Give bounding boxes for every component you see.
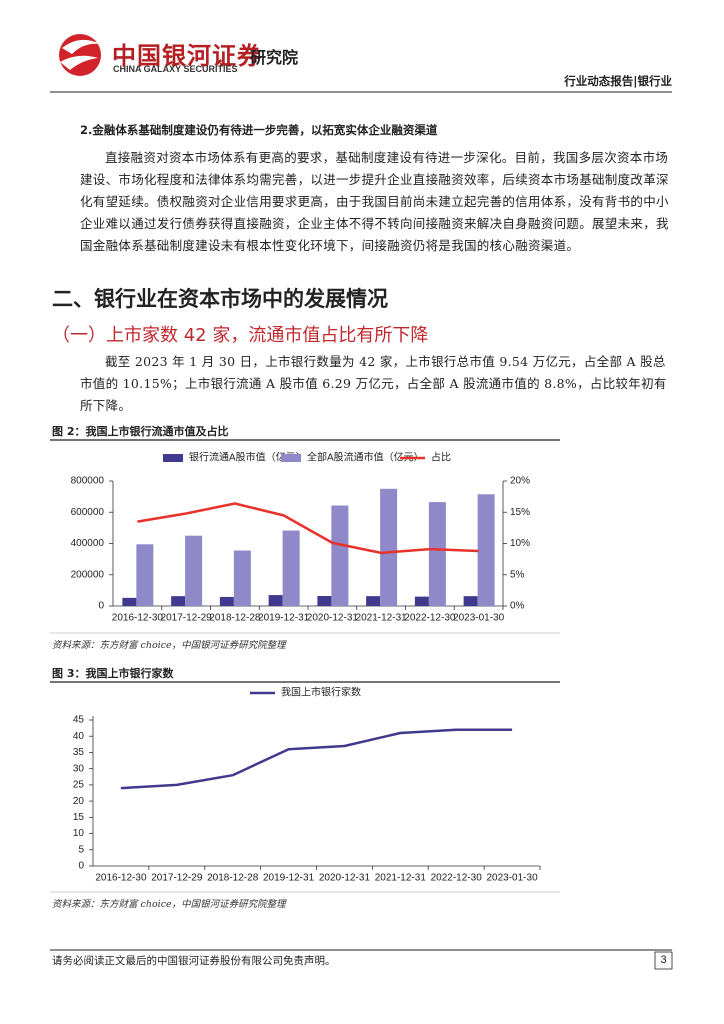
y-tick-label: 45 — [73, 715, 85, 726]
figure-source: 资料来源：东方财富 choice，中国银河证券研究院整理 — [52, 640, 286, 651]
y-tick-label: 800000 — [71, 476, 105, 487]
legend-label: 全部A股流通市值（亿元） — [307, 451, 424, 464]
line — [120, 728, 513, 790]
bar — [136, 544, 154, 606]
legend-label: 银行流通A股市值（亿元） — [189, 451, 306, 464]
bar — [219, 596, 234, 606]
y-tick-label: 0 — [78, 861, 84, 872]
y-tick-label: 10 — [73, 828, 85, 839]
brand-en: CHINA GALAXY SECURITIES — [113, 64, 238, 74]
page-number: 3 — [660, 954, 667, 966]
y2-tick-label: 10% — [510, 538, 530, 549]
bar — [185, 535, 203, 606]
line — [137, 502, 479, 555]
subheading-red: （一）上市家数 42 家，流通市值占比有所下降 — [52, 325, 429, 346]
x-tick-label: 2018-12-28 — [207, 873, 259, 884]
bar — [331, 505, 349, 606]
institute: 研究院 — [250, 48, 299, 67]
y-tick-label: 35 — [73, 747, 85, 758]
x-tick-label: 2019-12-31 — [263, 873, 315, 884]
bar — [282, 530, 300, 606]
y2-tick-label: 0% — [510, 601, 525, 612]
bar — [428, 502, 446, 606]
figure-caption: 图 2：我国上市银行流通市值及占比 — [52, 425, 229, 438]
y-tick-label: 400000 — [71, 538, 105, 549]
y2-tick-label: 5% — [510, 569, 525, 580]
y-tick-label: 5 — [78, 844, 84, 855]
bar — [380, 488, 398, 606]
y-tick-label: 600000 — [71, 507, 105, 518]
brand: 中国银河证券 — [112, 42, 262, 70]
x-tick-label: 2023-01-30 — [486, 873, 538, 884]
bar — [122, 597, 137, 606]
legend-label: 占比 — [431, 451, 451, 464]
x-tick-label: 2023-01-30 — [453, 613, 505, 624]
x-tick-label: 2021-12-31 — [356, 613, 408, 624]
logo — [59, 34, 101, 76]
bar — [171, 596, 186, 606]
x-tick-label: 2019-12-31 — [258, 613, 310, 624]
y2-tick-label: 15% — [510, 507, 530, 518]
y-tick-label: 20 — [73, 796, 85, 807]
heading: 二、银行业在资本市场中的发展情况 — [52, 287, 388, 311]
x-tick-label: 2022-12-30 — [404, 613, 456, 624]
legend-swatch — [163, 454, 183, 462]
x-tick-label: 2017-12-29 — [151, 873, 203, 884]
x-tick-label: 2020-12-31 — [319, 873, 371, 884]
y-tick-label: 30 — [73, 763, 85, 774]
y2-tick-label: 20% — [510, 476, 530, 487]
bar — [477, 494, 495, 606]
report-type: 行业动态报告|银行业 — [564, 74, 672, 88]
bar — [268, 595, 283, 606]
disclaimer: 请务必阅读正文最后的中国银河证券股份有限公司免责声明。 — [52, 955, 336, 967]
bar — [463, 596, 478, 606]
y-tick-label: 40 — [73, 731, 85, 742]
x-tick-label: 2020-12-31 — [307, 613, 359, 624]
page-box — [654, 951, 673, 970]
y-tick-label: 25 — [73, 780, 85, 791]
x-tick-label: 2018-12-28 — [209, 613, 261, 624]
paragraph: 直接融资对资本市场体系有更高的要求，基础制度建设有待进一步深化。目前，我国多层次… — [80, 150, 669, 253]
x-tick-label: 2022-12-30 — [431, 873, 483, 884]
legend-swatch — [281, 454, 301, 462]
figure-source: 资料来源：东方财富 choice，中国银河证券研究院整理 — [52, 899, 286, 910]
paragraph: 截至 2023 年 1 月 30 日，上市银行数量为 42 家，上市银行总市值 … — [80, 354, 667, 413]
bar — [317, 596, 332, 606]
legend-label: 我国上市银行家数 — [281, 686, 361, 699]
x-tick-label: 2016-12-30 — [95, 873, 147, 884]
x-tick-label: 2017-12-29 — [161, 613, 213, 624]
x-tick-label: 2016-12-30 — [112, 613, 164, 624]
bar — [366, 596, 381, 606]
figure-caption: 图 3：我国上市银行家数 — [52, 667, 174, 680]
x-tick-label: 2021-12-31 — [375, 873, 427, 884]
y-tick-label: 0 — [98, 601, 104, 612]
bar — [414, 596, 429, 606]
subheading: 2.金融体系基础制度建设仍有待进一步完善，以拓宽实体企业融资渠道 — [80, 123, 438, 137]
y-tick-label: 15 — [73, 812, 85, 823]
y-tick-label: 200000 — [71, 569, 105, 580]
bar — [233, 550, 251, 606]
